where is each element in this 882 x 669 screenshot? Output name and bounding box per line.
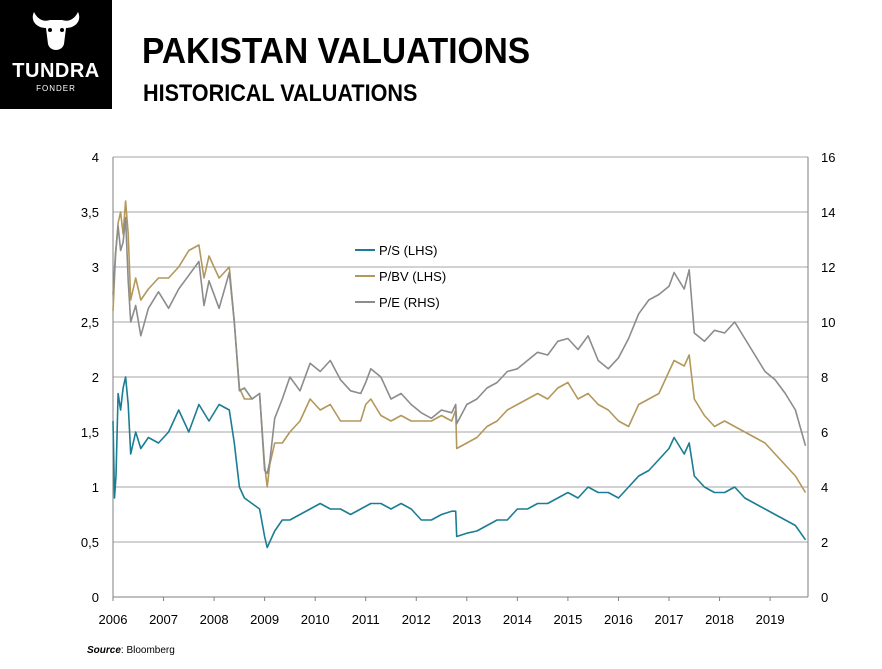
right-tick-label: 14 <box>821 205 835 220</box>
right-tick-label: 12 <box>821 260 835 275</box>
source-note: Source: Bloomberg <box>87 645 175 656</box>
x-tick-label: 2008 <box>200 612 229 627</box>
left-tick-label: 4 <box>92 150 99 165</box>
chart-grid <box>113 156 808 543</box>
right-tick-label: 10 <box>821 315 835 330</box>
left-tick-label: 3 <box>92 260 99 275</box>
source-label: Source <box>87 645 121 656</box>
x-tick-label: 2013 <box>452 612 481 627</box>
brand-logo: TUNDRA FONDER <box>0 0 112 109</box>
x-tick-label: 2009 <box>250 612 279 627</box>
chart-axes: 0 0,5 1 1,5 2 2,5 3 3,5 4 0 2 4 6 8 10 12 14 16 2006 2007 20… <box>81 150 836 627</box>
right-tick-label: 16 <box>821 150 835 165</box>
left-tick-label: 0 <box>92 590 99 605</box>
x-tick-label: 2015 <box>553 612 582 627</box>
right-tick-label: 8 <box>821 370 828 385</box>
left-tick-label: 0,5 <box>81 535 99 550</box>
x-tick-label: 2007 <box>149 612 178 627</box>
left-tick-label: 2,5 <box>81 315 99 330</box>
x-tick-label: 2017 <box>655 612 684 627</box>
legend-label: P/BV (LHS) <box>379 269 446 284</box>
x-tick-label: 2019 <box>756 612 785 627</box>
right-tick-label: 4 <box>821 480 828 495</box>
source-text: : Bloomberg <box>120 645 175 656</box>
right-tick-label: 2 <box>821 535 828 550</box>
series-line-2 <box>112 216 807 475</box>
series-line-1 <box>112 200 807 493</box>
x-tick-label: 2016 <box>604 612 633 627</box>
brand-name: TUNDRA <box>12 60 100 82</box>
x-tick-label: 2012 <box>402 612 431 627</box>
legend-label: P/E (RHS) <box>379 295 440 310</box>
right-tick-label: 6 <box>821 425 828 440</box>
x-tick-label: 2018 <box>705 612 734 627</box>
left-tick-label: 2 <box>92 370 99 385</box>
brand-subtitle: FONDER <box>36 84 76 93</box>
right-tick-label: 0 <box>821 590 828 605</box>
x-tick-label: 2006 <box>99 612 128 627</box>
x-tick-label: 2014 <box>503 612 532 627</box>
chart-lines <box>112 200 807 549</box>
legend-label: P/S (LHS) <box>379 243 438 258</box>
chart-legend: P/S (LHS) P/BV (LHS) P/E (RHS) <box>355 243 446 310</box>
bull-head-icon <box>32 12 80 50</box>
left-tick-label: 1,5 <box>81 425 99 440</box>
page-subtitle: HISTORICAL VALUATIONS <box>143 80 418 107</box>
x-tick-label: 2010 <box>301 612 330 627</box>
x-tick-label: 2011 <box>352 612 380 627</box>
left-tick-label: 3,5 <box>81 205 99 220</box>
left-tick-label: 1 <box>92 480 99 495</box>
series-line-0 <box>112 376 807 549</box>
page-title: PAKISTAN VALUATIONS <box>142 30 531 71</box>
